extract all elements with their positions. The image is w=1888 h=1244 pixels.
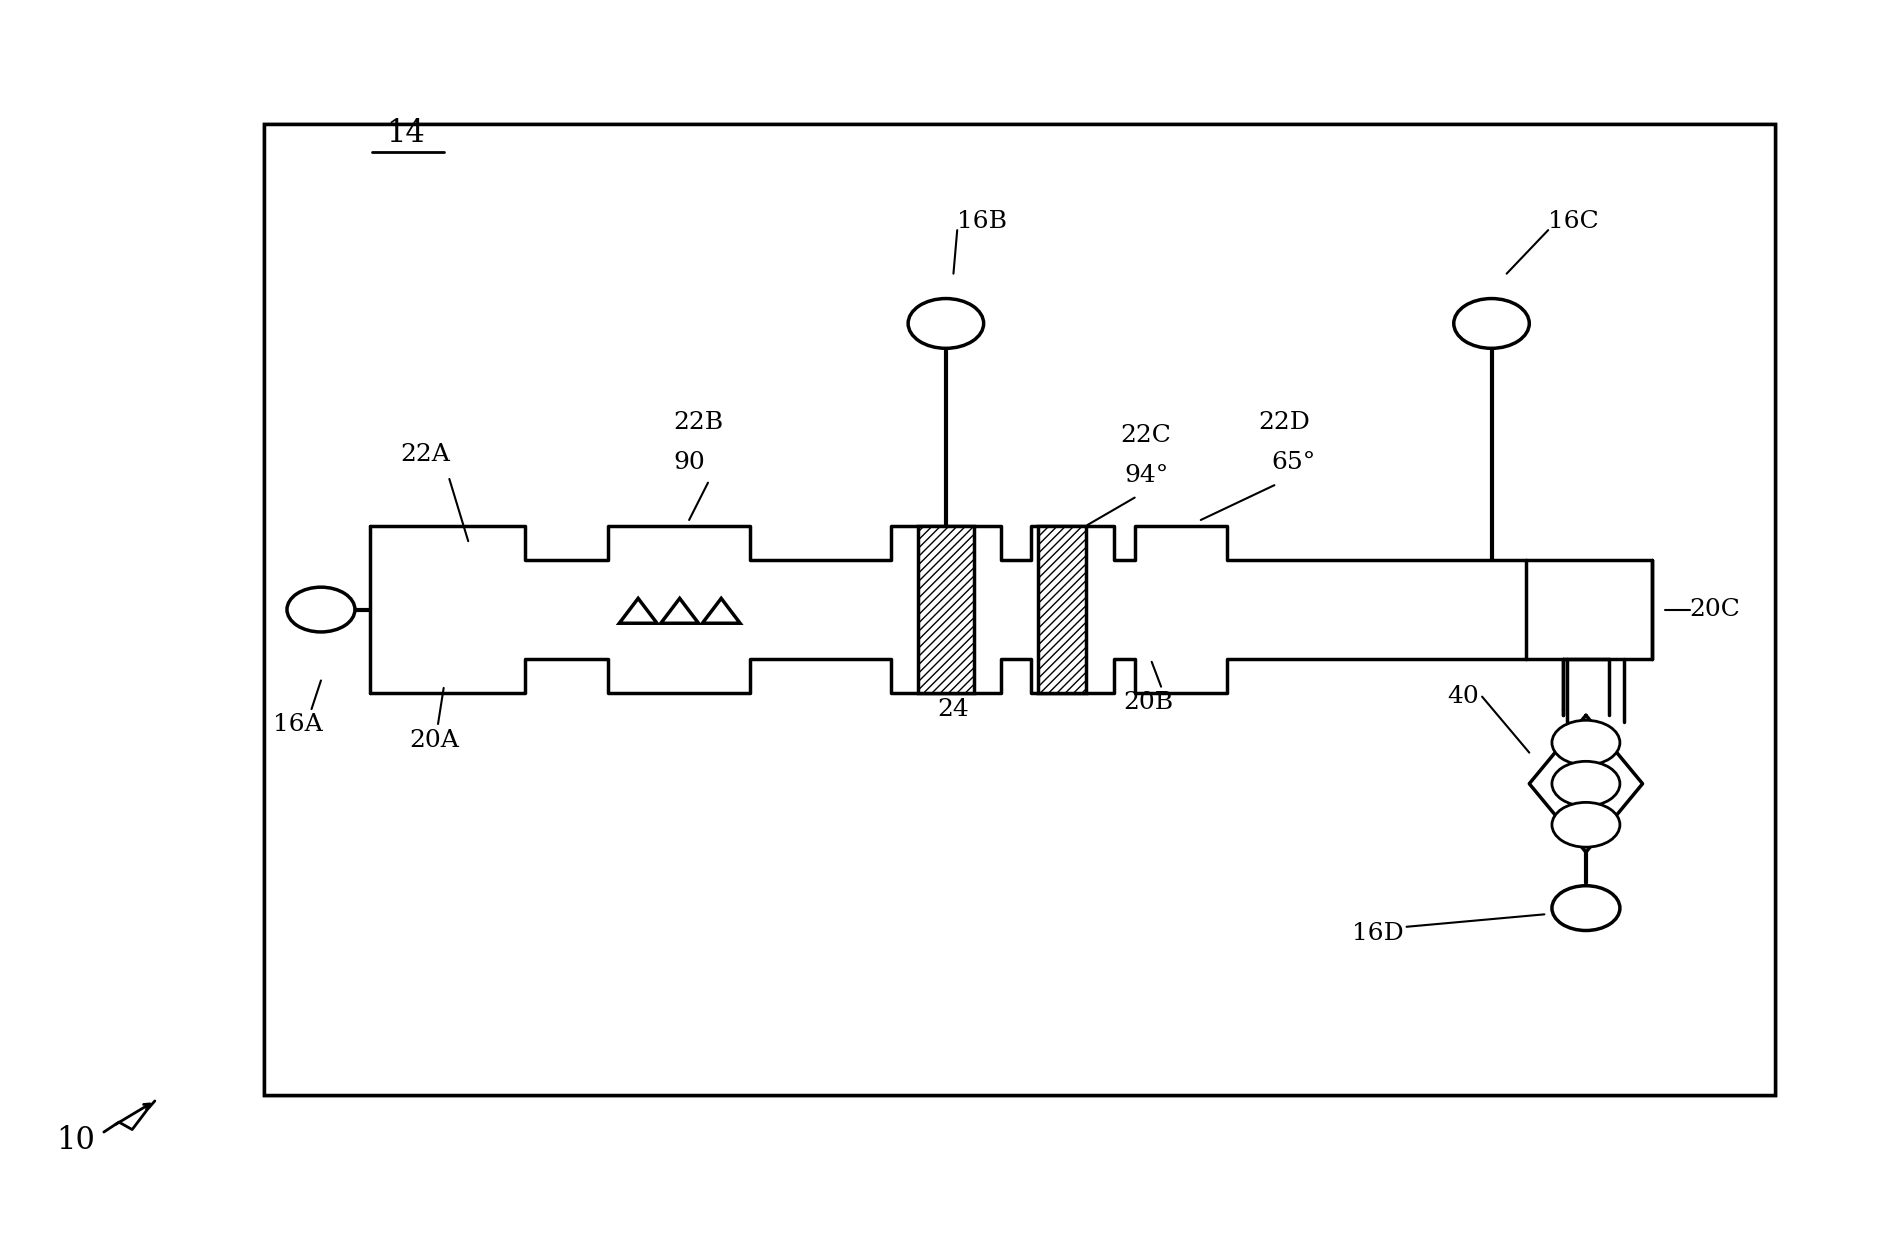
Text: 20C: 20C — [1690, 598, 1741, 621]
Text: 65°: 65° — [1271, 452, 1316, 474]
Circle shape — [908, 299, 984, 348]
Polygon shape — [661, 598, 699, 623]
Text: 20A: 20A — [410, 729, 459, 751]
Circle shape — [1552, 886, 1620, 931]
Text: 22C: 22C — [1121, 424, 1171, 447]
Text: 40: 40 — [1448, 685, 1478, 708]
Text: 14: 14 — [387, 118, 425, 148]
Circle shape — [1552, 720, 1620, 765]
Text: 22D: 22D — [1257, 412, 1310, 434]
Circle shape — [1552, 761, 1620, 806]
Polygon shape — [702, 598, 740, 623]
Bar — [264, 124, 1775, 1095]
Text: 10: 10 — [57, 1126, 94, 1156]
Text: 16C: 16C — [1548, 210, 1599, 233]
Circle shape — [1454, 299, 1529, 348]
Text: 16A: 16A — [274, 713, 323, 735]
Bar — [1038, 526, 1086, 693]
Text: 94°: 94° — [1123, 464, 1169, 486]
Text: 16D: 16D — [1352, 922, 1405, 944]
Text: 22B: 22B — [674, 412, 723, 434]
Circle shape — [1552, 802, 1620, 847]
Bar — [264, 124, 1775, 1095]
Text: 24: 24 — [938, 698, 969, 720]
Text: 16B: 16B — [957, 210, 1006, 233]
Circle shape — [287, 587, 355, 632]
Text: 90: 90 — [674, 452, 704, 474]
Text: 20B: 20B — [1123, 692, 1172, 714]
Bar — [918, 526, 974, 693]
Text: 22A: 22A — [400, 443, 449, 465]
Polygon shape — [619, 598, 657, 623]
